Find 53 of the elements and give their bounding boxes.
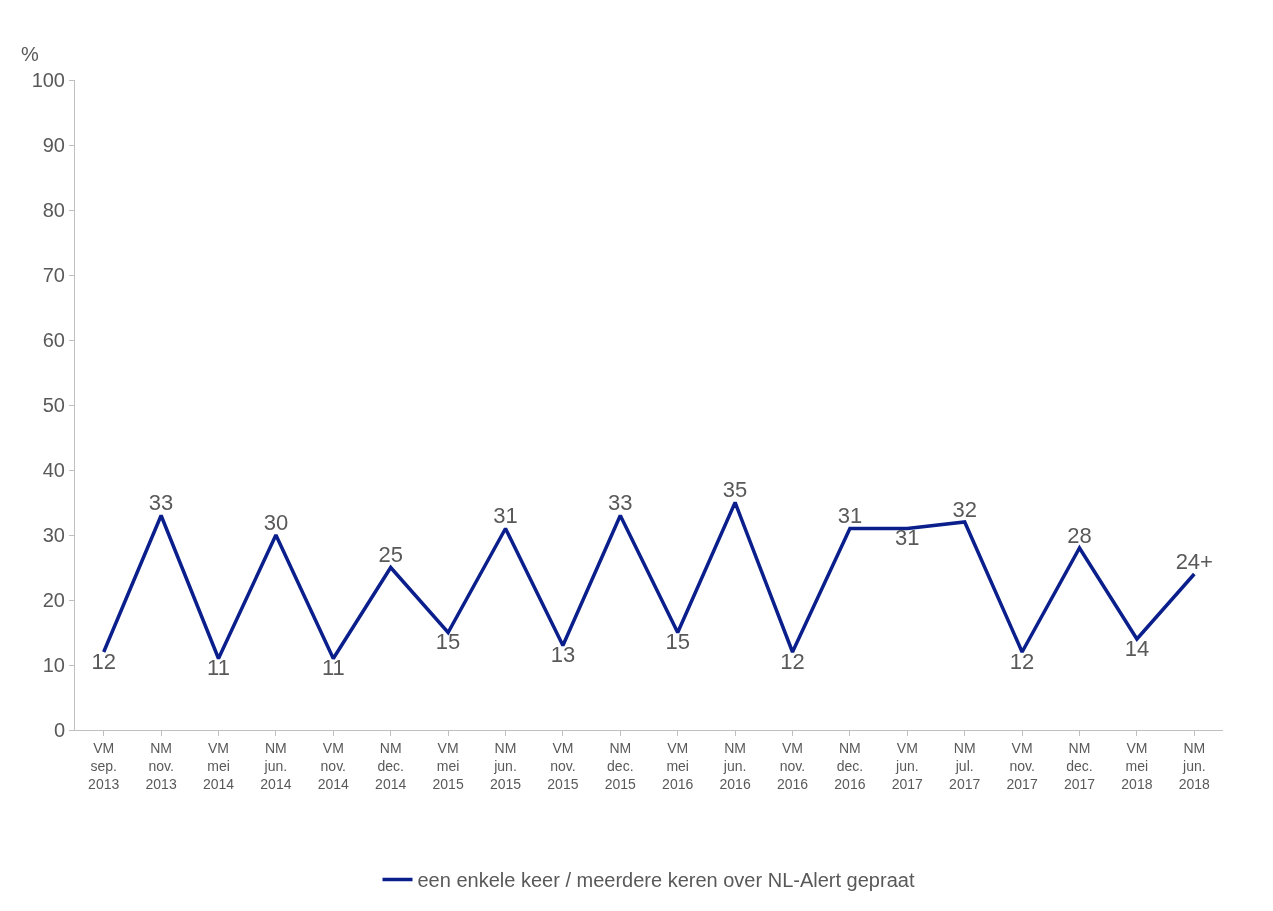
x-tick-label: NM dec. 2016 bbox=[834, 739, 866, 793]
data-label: 12 bbox=[780, 648, 805, 674]
x-tick-label: VM nov. 2014 bbox=[317, 739, 350, 793]
data-label: 11 bbox=[207, 655, 230, 680]
x-tick-label: NM jun. 2018 bbox=[1178, 739, 1211, 793]
x-tick-label: NM nov. 2013 bbox=[145, 739, 177, 793]
legend-label: een enkele keer / meerdere keren over NL-Alert gepraat bbox=[417, 869, 915, 892]
x-tick-label: NM dec. 2014 bbox=[375, 739, 407, 793]
data-label: 31 bbox=[837, 503, 863, 528]
x-tick-label: VM nov. 2017 bbox=[1006, 739, 1038, 793]
y-tick-label: 80 bbox=[42, 199, 65, 221]
data-label: 24+ bbox=[1175, 548, 1213, 574]
x-tick-label: NM jun. 2015 bbox=[489, 739, 522, 793]
data-label: 13 bbox=[550, 642, 576, 667]
x-tick-label: VM mei 2016 bbox=[662, 739, 694, 793]
x-tick-label: VM mei 2018 bbox=[1121, 739, 1153, 793]
x-tick-label: VM sep. 2013 bbox=[88, 739, 120, 793]
y-tick-label: 30 bbox=[42, 524, 65, 546]
x-tick-label: NM jul. 2017 bbox=[949, 739, 981, 793]
x-tick-label: NM dec. 2015 bbox=[604, 739, 637, 793]
x-tick-label: NM jun. 2014 bbox=[260, 739, 292, 793]
y-axis-title: % bbox=[21, 43, 39, 65]
data-label: 31 bbox=[493, 503, 518, 528]
y-tick-label: 20 bbox=[42, 589, 65, 611]
y-tick-label: 50 bbox=[42, 394, 65, 416]
x-tick-label: VM nov. 2015 bbox=[547, 739, 579, 793]
data-label: 12 bbox=[1009, 648, 1035, 674]
y-tick-label: 90 bbox=[42, 134, 65, 156]
data-label: 25 bbox=[378, 542, 403, 567]
y-tick-label: 70 bbox=[42, 264, 65, 286]
y-tick-label: 40 bbox=[42, 459, 65, 481]
y-tick-label: 0 bbox=[53, 719, 65, 741]
data-label: 33 bbox=[148, 490, 174, 515]
x-tick-label: VM jun. 2017 bbox=[891, 739, 924, 793]
data-label: 15 bbox=[435, 629, 461, 654]
data-label: 11 bbox=[321, 655, 345, 680]
data-label: 32 bbox=[952, 496, 977, 522]
x-tick-label: VM mei 2014 bbox=[202, 739, 235, 793]
data-label: 15 bbox=[665, 629, 690, 654]
data-label: 30 bbox=[263, 509, 289, 535]
x-tick-label: NM jun. 2016 bbox=[719, 739, 751, 793]
data-label: 14 bbox=[1124, 635, 1150, 661]
data-label: 12 bbox=[91, 648, 116, 674]
x-tick-label: VM mei 2015 bbox=[432, 739, 464, 793]
data-label: 28 bbox=[1067, 522, 1092, 548]
y-tick-label: 60 bbox=[42, 329, 65, 351]
data-label: 35 bbox=[722, 477, 748, 502]
data-label: 31 bbox=[895, 525, 920, 550]
y-tick-label: 100 bbox=[31, 69, 65, 91]
x-tick-label: VM nov. 2016 bbox=[776, 739, 809, 793]
data-label: 33 bbox=[608, 490, 633, 515]
y-tick-label: 10 bbox=[42, 654, 65, 676]
x-tick-label: NM dec. 2017 bbox=[1063, 739, 1096, 793]
